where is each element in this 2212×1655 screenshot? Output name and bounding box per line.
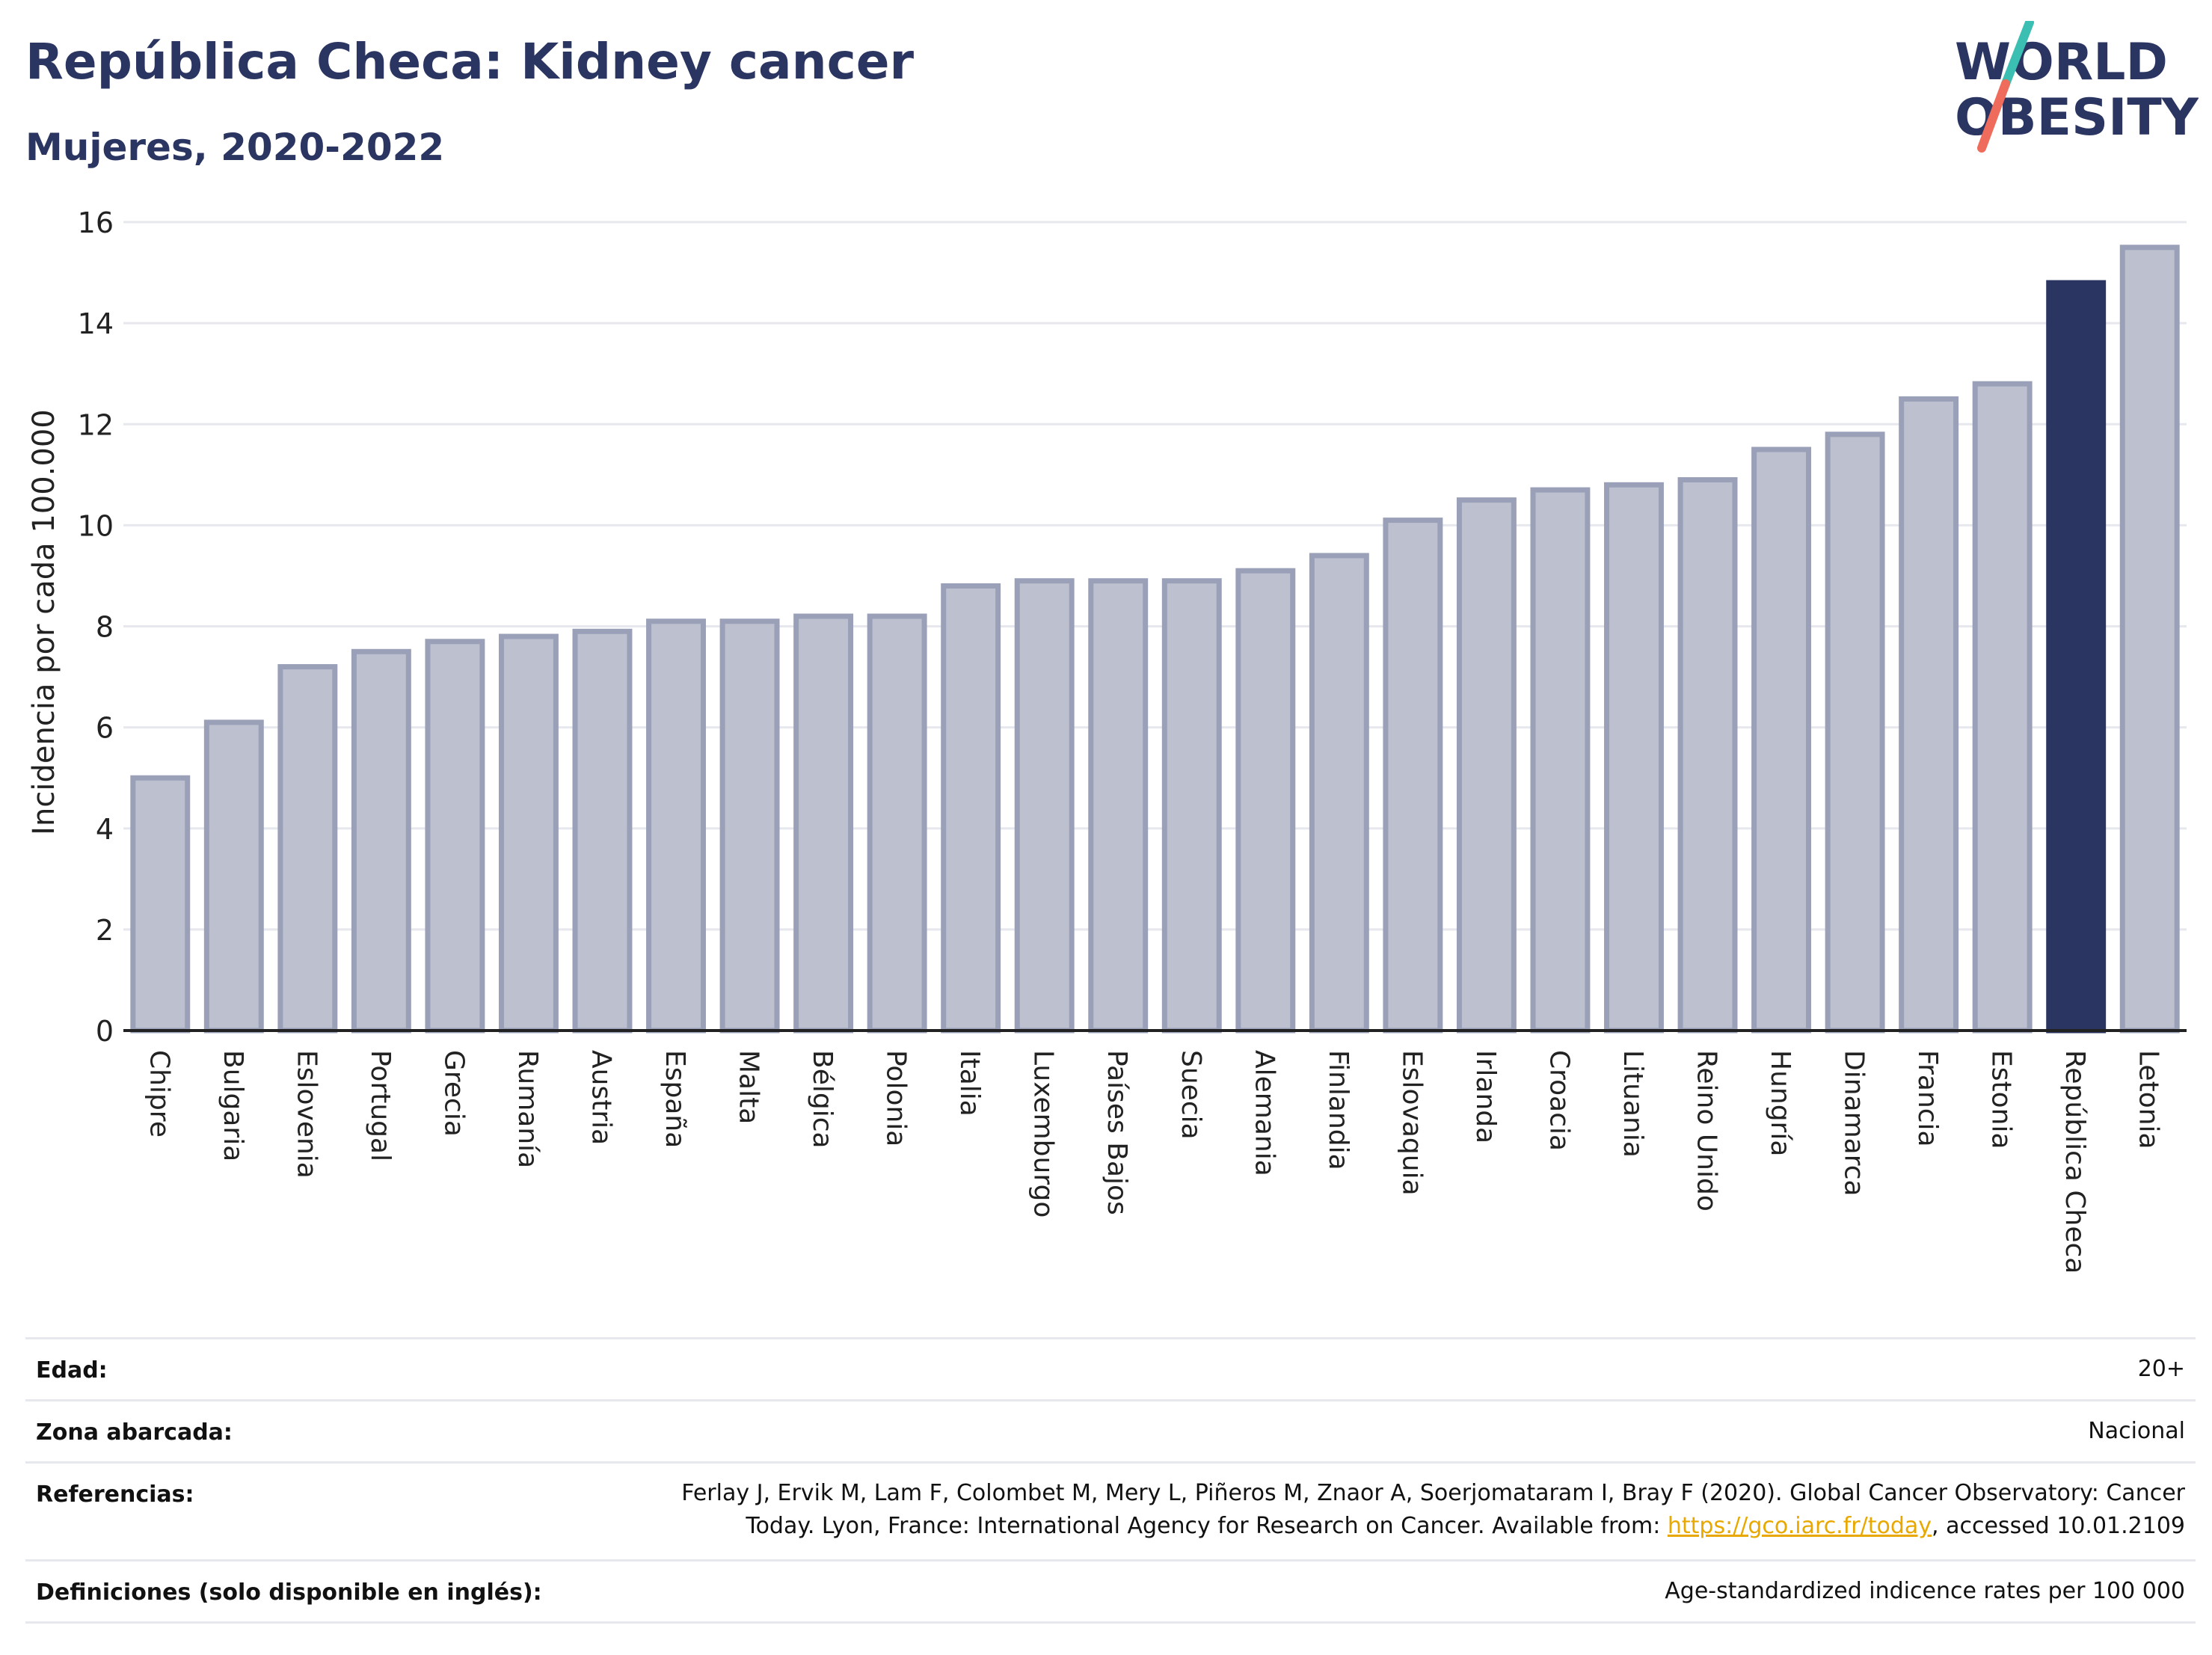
y-tick-label: 0 (96, 1015, 114, 1048)
x-tick-label: Lituania (1617, 1050, 1648, 1158)
zone-value: Nacional (2088, 1418, 2185, 1444)
y-tick-label: 2 (96, 914, 114, 947)
references-line2-end: , accessed 10.01.2109 (1932, 1513, 2185, 1539)
logo-line1: WORLD (1955, 33, 2168, 92)
bar-bélgica (793, 613, 854, 1034)
definitions-label: Definiciones (solo disponible en inglés)… (36, 1579, 542, 1606)
age-value: 20+ (2137, 1356, 2185, 1382)
bar-rumanía (498, 633, 559, 1034)
x-tick-label: Chipre (144, 1050, 174, 1137)
zone-label: Zona abarcada: (36, 1419, 233, 1446)
y-tick-label: 16 (78, 206, 114, 239)
y-tick-label: 10 (78, 509, 114, 542)
x-tick-label: Eslovenia (291, 1050, 322, 1179)
bar-chart: 0 2 4 6 8 10 12 14 16 Chipre Bulgaria Eslovenia Por… (27, 206, 2187, 1274)
meta-row-references: Referencias: Ferlay J, Ervik M, Lam F, C… (25, 1461, 2196, 1559)
references-value: Ferlay J, Ervik M, Lam F, Colombet M, Me… (681, 1477, 2185, 1543)
bar-alemania (1235, 568, 1296, 1034)
meta-row-definitions: Definiciones (solo disponible en inglés)… (25, 1559, 2196, 1624)
x-tick-label: Alemania (1249, 1050, 1279, 1176)
references-line2: Today. Lyon, France: International Agenc… (681, 1510, 2185, 1543)
metadata-table: Edad: 20+ Zona abarcada: Nacional Refere… (25, 1337, 2196, 1624)
bar-eslovenia (277, 664, 338, 1034)
x-tick-label: Irlanda (1470, 1050, 1501, 1143)
x-tick-label: Finlandia (1323, 1050, 1354, 1170)
bar-francia (1899, 396, 1959, 1034)
definitions-value: Age-standardized indicence rates per 100… (1665, 1578, 2185, 1604)
bar-estonia (1972, 381, 2033, 1034)
bar-malta (719, 618, 780, 1034)
chart-title: República Checa: Kidney cancer (25, 33, 914, 90)
x-tick-label: Malta (734, 1050, 764, 1124)
bars (130, 245, 2180, 1034)
references-link[interactable]: https://gco.iarc.fr/today (1667, 1513, 1932, 1539)
bar-letonia (2119, 245, 2180, 1034)
x-tick-label: Bélgica (807, 1050, 838, 1149)
x-tick-label: Hungría (1765, 1050, 1795, 1156)
bar-hungría (1751, 446, 1812, 1034)
bar-finlandia (1309, 553, 1369, 1034)
bar-países-bajos (1088, 578, 1149, 1034)
world-obesity-logo: WORLD OBESITY (1955, 21, 2199, 153)
x-tick-label: Reino Unido (1692, 1050, 1722, 1212)
x-tick-label: Portugal (365, 1050, 396, 1161)
logo-slash-coral (1977, 79, 2010, 153)
x-tick-label: Croacia (1543, 1050, 1574, 1151)
x-axis: Chipre Bulgaria Eslovenia Portugal Grecia Rum… (123, 1029, 2187, 1274)
logo-slash-teal (2001, 21, 2034, 88)
y-tick-label: 12 (78, 408, 114, 441)
references-line2-text: Today. Lyon, France: International Agenc… (746, 1513, 1668, 1539)
x-tick-label: Grecia (438, 1050, 469, 1137)
y-axis: 0 2 4 6 8 10 12 14 16 (78, 206, 114, 1048)
meta-row-age: Edad: 20+ (25, 1337, 2196, 1399)
meta-row-zone: Zona abarcada: Nacional (25, 1399, 2196, 1461)
bar-austria (572, 628, 633, 1034)
y-axis-label: Incidencia por cada 100.000 (27, 409, 61, 835)
bar-polonia (867, 613, 927, 1034)
bar-lituania (1604, 482, 1664, 1034)
bar-república-checa (2046, 280, 2107, 1034)
bar-reino-unido (1677, 477, 1738, 1034)
x-tick-label: Rumanía (512, 1050, 543, 1168)
references-line1: Ferlay J, Ervik M, Lam F, Colombet M, Me… (681, 1480, 2185, 1506)
bar-luxemburgo (1014, 578, 1075, 1034)
y-tick-label: 14 (78, 307, 114, 340)
x-tick-label: Países Bajos (1102, 1050, 1132, 1215)
x-tick-label: Bulgaria (218, 1050, 248, 1161)
x-tick-label: Estonia (1986, 1050, 2017, 1149)
bar-suecia (1161, 578, 1222, 1034)
bar-irlanda (1456, 497, 1517, 1034)
y-tick-label: 8 (96, 611, 114, 644)
x-tick-label: Dinamarca (1839, 1050, 1870, 1197)
x-tick-label: Italia (954, 1050, 985, 1117)
x-tick-label: Francia (1912, 1050, 1943, 1147)
bar-dinamarca (1825, 432, 1885, 1034)
bar-croacia (1530, 487, 1591, 1034)
x-tick-label: Luxemburgo (1028, 1050, 1059, 1218)
x-tick-label: Suecia (1176, 1050, 1206, 1140)
y-tick-label: 4 (96, 813, 114, 846)
x-tick-label: Polonia (881, 1050, 912, 1146)
bar-españa (646, 618, 706, 1034)
bar-grecia (425, 639, 485, 1034)
age-label: Edad: (36, 1357, 108, 1384)
x-tick-label: Eslovaquia (1396, 1050, 1427, 1196)
x-tick-label: España (660, 1050, 690, 1148)
x-tick-label: República Checa (2059, 1050, 2090, 1274)
x-tick-label: Austria (586, 1050, 616, 1145)
x-tick-label: Letonia (2133, 1050, 2164, 1149)
bar-bulgaria (203, 719, 264, 1034)
bar-chipre (130, 775, 191, 1034)
references-label: Referencias: (36, 1481, 194, 1508)
bar-portugal (351, 648, 411, 1034)
y-tick-label: 6 (96, 712, 114, 745)
bar-eslovaquia (1383, 518, 1443, 1034)
bar-italia (941, 583, 1001, 1034)
chart-subtitle: Mujeres, 2020-2022 (25, 126, 445, 169)
